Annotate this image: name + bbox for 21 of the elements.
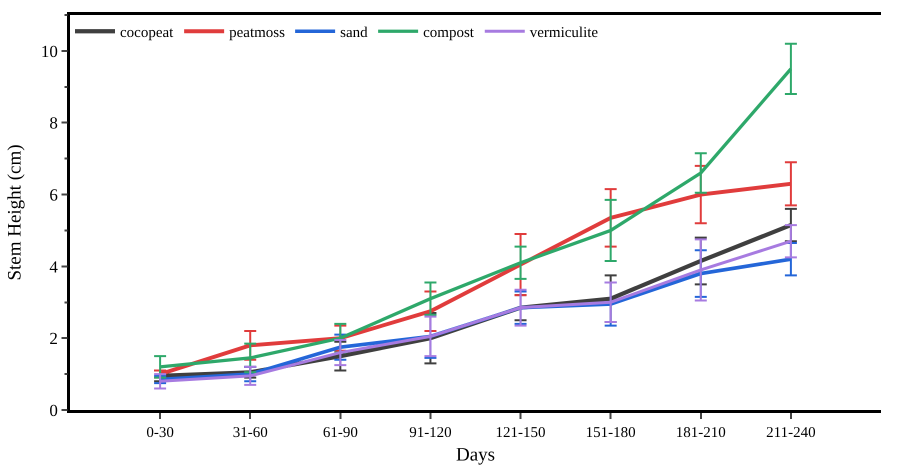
legend-label: compost	[423, 25, 475, 42]
y-tick-label: 10	[40, 42, 58, 61]
y-tick-label: 6	[49, 186, 58, 204]
x-tick-label: 91-120	[409, 424, 452, 441]
x-tick-label: 0-30	[146, 424, 174, 441]
y-axis-title: Stem Height (cm)	[4, 144, 26, 281]
y-tick-label: 2	[49, 329, 58, 348]
x-tick-label: 121-150	[496, 424, 546, 441]
x-tick-label: 31-60	[232, 424, 268, 441]
legend-label: cocopeat	[120, 25, 174, 42]
x-tick-label: 211-240	[766, 424, 816, 441]
legend-label: sand	[340, 25, 368, 42]
y-tick-label: 0	[49, 400, 58, 420]
x-tick-label: 61-90	[322, 424, 358, 441]
y-tick-label: 4	[49, 257, 58, 276]
legend-label: vermiculite	[530, 25, 598, 42]
legend-label: peatmoss	[229, 25, 286, 42]
x-tick-label: 181-210	[676, 424, 726, 441]
x-tick-label: 151-180	[586, 424, 636, 441]
y-tick-label: 8	[49, 114, 58, 133]
x-axis-title: Days	[456, 444, 496, 466]
